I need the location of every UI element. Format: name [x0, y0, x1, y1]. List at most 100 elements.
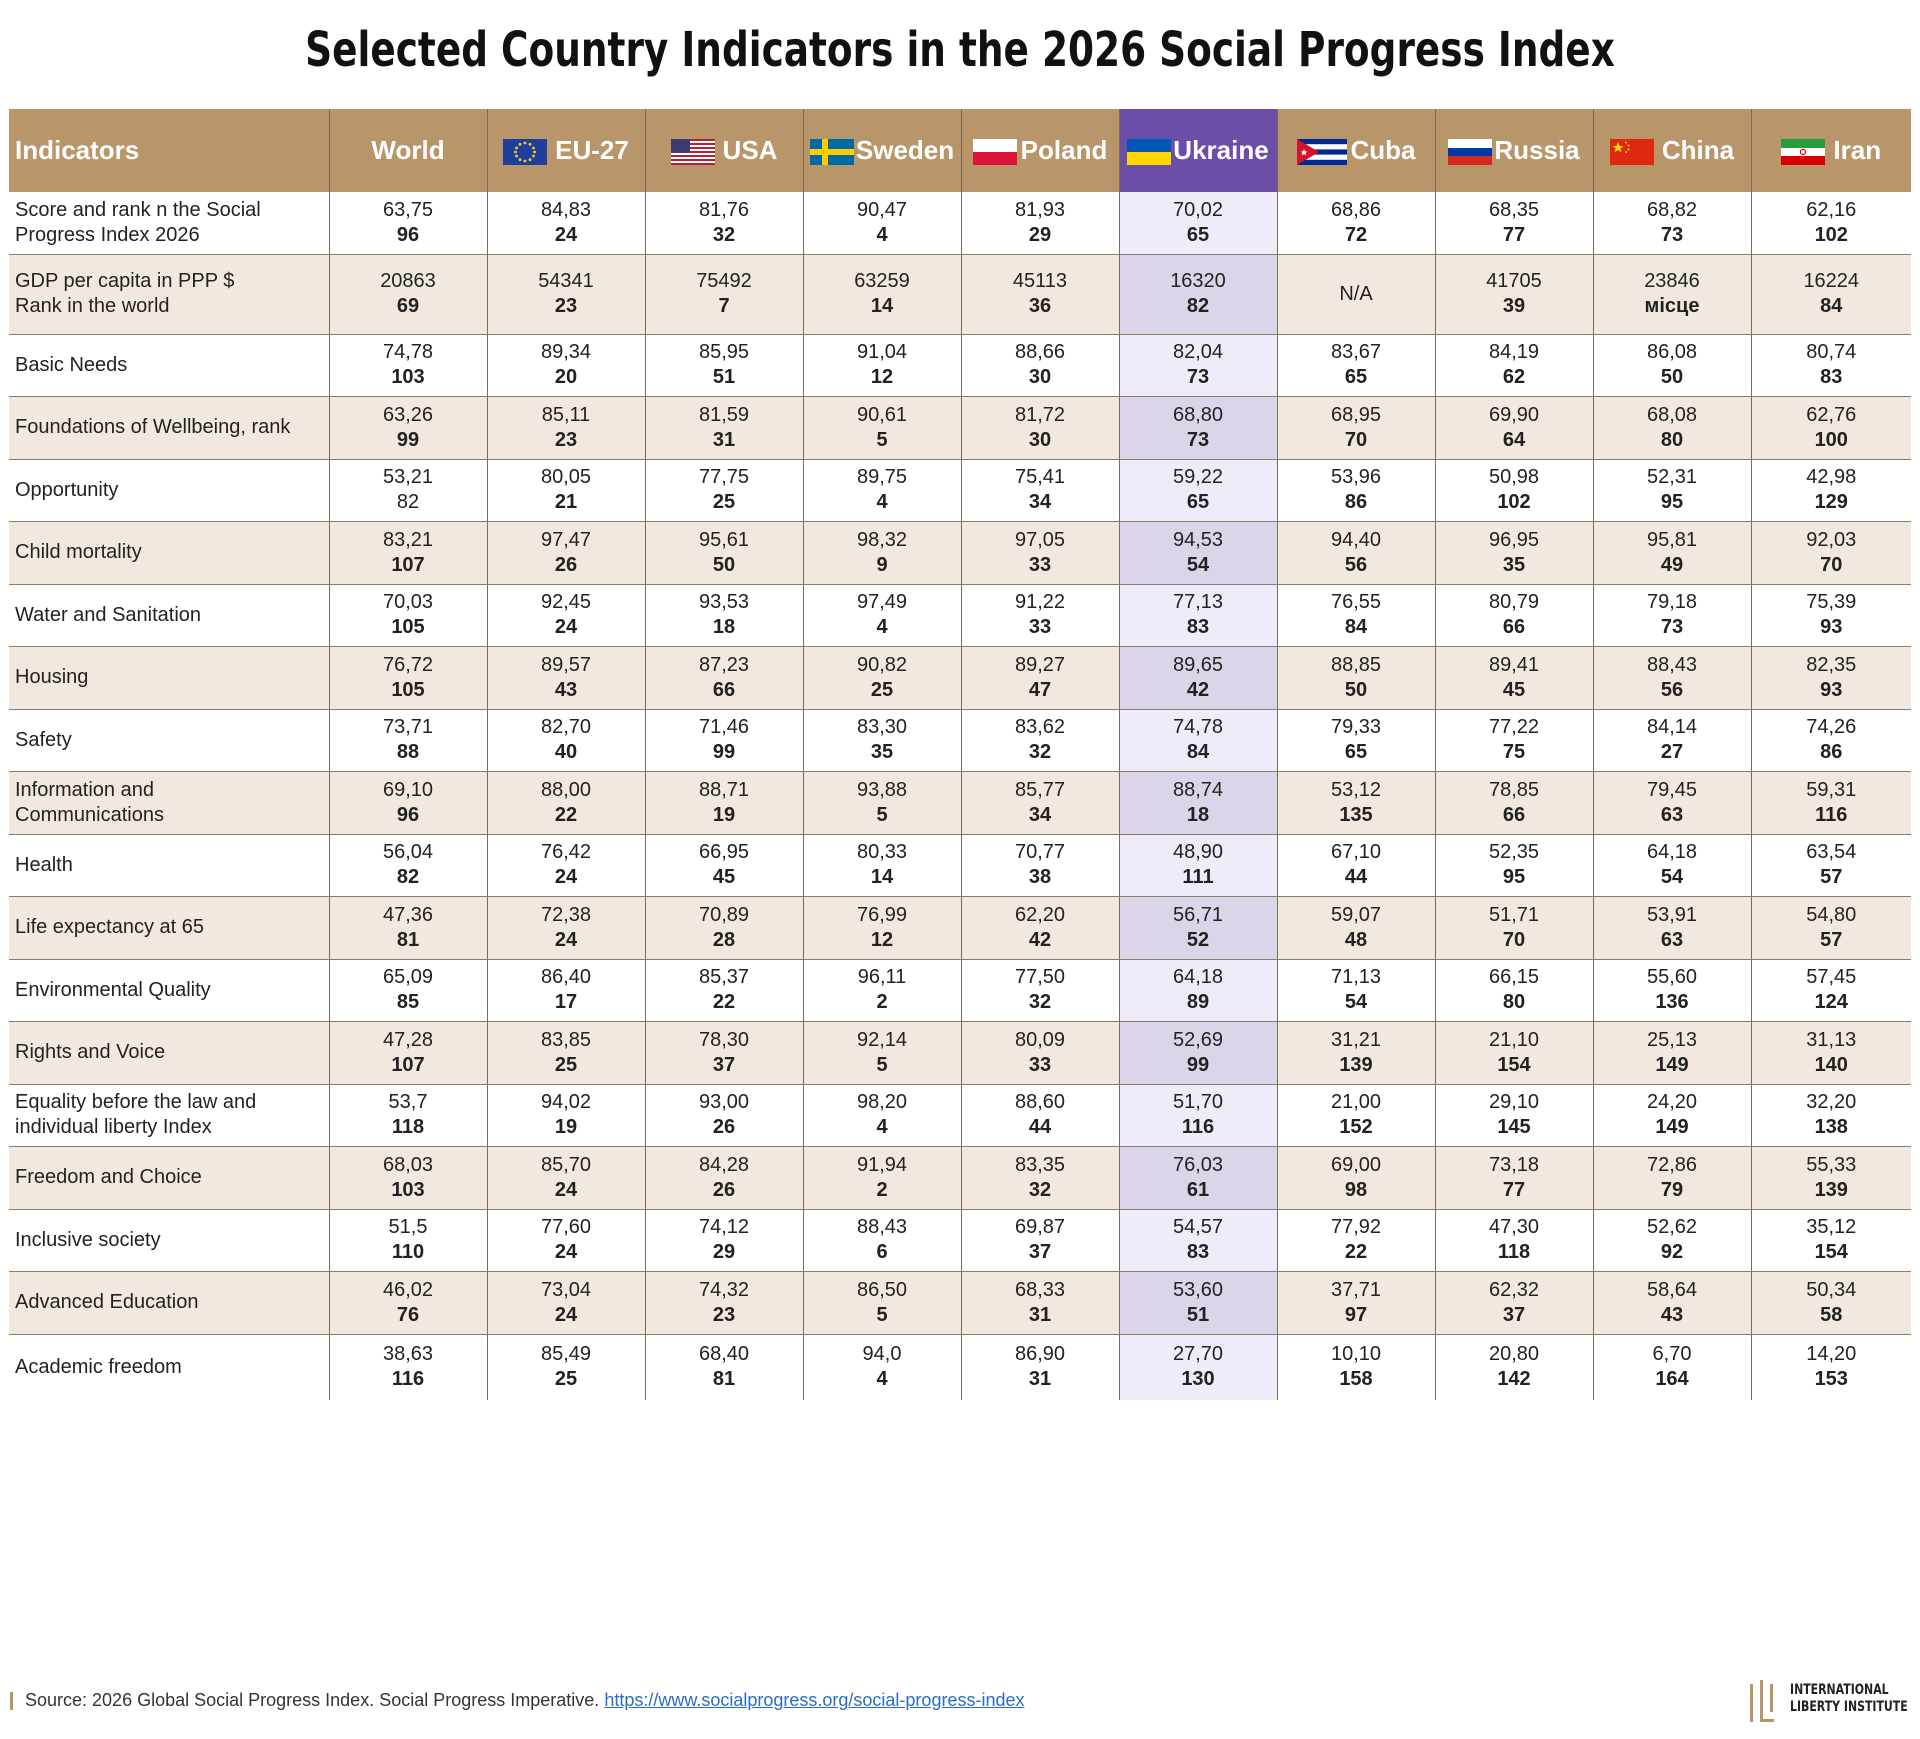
rank-value: 139 — [1339, 1053, 1373, 1076]
value-cell: 54341 23 — [486, 254, 645, 335]
score-value: 97,05 — [1014, 528, 1066, 551]
indicator-label-line: Rank in the world — [15, 295, 170, 317]
value-cell: 78,30 37 — [644, 1021, 803, 1085]
value-cell: 54,57 83 — [1118, 1209, 1277, 1272]
rank-value: 34 — [1028, 491, 1052, 513]
indicator-label-line: Environmental Quality — [15, 978, 211, 1001]
score-value: 68,08 — [1646, 403, 1698, 426]
score-value: 95,61 — [698, 528, 750, 551]
rank-value: 39 — [1502, 295, 1526, 317]
rank-value: 57 — [1820, 866, 1843, 888]
value-cell: 69,10 96 — [328, 771, 487, 835]
rank-value: 44 — [1028, 1116, 1052, 1138]
value-cell: 83,85 25 — [486, 1021, 645, 1085]
score-value: 88,00 — [540, 778, 592, 801]
rank-value: 12 — [870, 366, 894, 388]
score-value: 64,18 — [1646, 841, 1698, 863]
value-cell: 75,41 34 — [960, 459, 1119, 522]
source-link[interactable]: https://www.socialprogress.org/social-pr… — [604, 1690, 1025, 1710]
rank-value: 95 — [1660, 491, 1684, 513]
score-value: 90,61 — [856, 403, 908, 426]
score-value: 74,26 — [1806, 716, 1857, 738]
value-cell: 53,12 135 — [1276, 771, 1435, 835]
value-cell: 50,34 58 — [1750, 1271, 1911, 1335]
rank-value: 25 — [870, 678, 894, 701]
indicator-label-line: Foundations of Wellbeing, rank — [15, 416, 291, 438]
rank-value: 73 — [1660, 223, 1684, 246]
value-cell: 73,71 88 — [328, 709, 487, 772]
value-cell: 85,70 24 — [486, 1146, 645, 1210]
rank-value: 31 — [1028, 1303, 1052, 1326]
rank-value: 4 — [876, 1116, 888, 1138]
value-cell: 89,75 4 — [802, 459, 961, 522]
score-value: 51,70 — [1172, 1091, 1224, 1113]
column-header-iran-label: Iran — [1833, 135, 1882, 165]
score-value: 89,27 — [1014, 653, 1066, 676]
value-cell: 51,70 116 — [1118, 1084, 1277, 1147]
value-cell: 38,63 116 — [328, 1334, 487, 1400]
rank-value: 118 — [1497, 1241, 1531, 1263]
score-value: 88,60 — [1014, 1091, 1066, 1113]
rank-value: 54 — [1186, 553, 1210, 576]
rank-value: 103 — [391, 1178, 425, 1201]
score-value: 58,64 — [1646, 1278, 1698, 1301]
value-cell: 58,64 43 — [1592, 1271, 1751, 1335]
rank-value: 85 — [396, 991, 420, 1013]
value-cell: 79,18 73 — [1592, 584, 1751, 647]
score-value: 63,75 — [382, 198, 434, 221]
value-cell: 94,53 54 — [1118, 521, 1277, 585]
value-cell: 51,71 70 — [1434, 896, 1593, 960]
indicator-label: Life expectancy at 65 — [9, 896, 329, 960]
logo-line-1: INTERNATIONAL — [1790, 1682, 1889, 1698]
score-value: 68,33 — [1014, 1278, 1066, 1301]
rank-value: 61 — [1186, 1178, 1210, 1201]
score-value: 77,22 — [1488, 716, 1540, 738]
score-value: 16224 — [1803, 270, 1860, 292]
value-cell: 81,76 32 — [644, 192, 803, 255]
value-cell: 52,31 95 — [1592, 459, 1751, 522]
score-value: 46,02 — [382, 1278, 434, 1301]
score-value: 94,40 — [1330, 528, 1382, 551]
column-header-eu: EU-27 — [486, 109, 645, 192]
value-cell: 85,95 51 — [644, 334, 803, 397]
value-cell: 70,03 105 — [328, 584, 487, 647]
score-value: 75492 — [696, 270, 752, 292]
indicator-label-line: Life expectancy at 65 — [15, 916, 205, 938]
score-value: 53,91 — [1646, 903, 1698, 926]
value-cell: 85,49 25 — [486, 1334, 645, 1400]
score-value: 14,20 — [1806, 1343, 1857, 1366]
value-cell: 64,18 89 — [1118, 959, 1277, 1022]
score-value: 41705 — [1486, 270, 1542, 292]
indicators-table: Indicators World EU-27 — [9, 109, 1911, 1400]
score-value: 88,85 — [1330, 653, 1382, 676]
score-value: 94,0 — [862, 1343, 902, 1366]
score-value: 83,62 — [1014, 716, 1066, 738]
value-cell: 93,88 5 — [802, 771, 961, 835]
rank-value: 111 — [1182, 866, 1214, 888]
rank-value: 81 — [396, 928, 420, 951]
value-cell: 89,57 43 — [486, 646, 645, 710]
value-cell: 95,61 50 — [644, 521, 803, 585]
rank-value: 102 — [1497, 491, 1531, 513]
score-value: 6,70 — [1652, 1343, 1692, 1366]
table-row: Safety 73,71 88 82,70 40 71,46 99 83,30 35 83,62 3… — [9, 709, 1911, 772]
rank-value: 149 — [1655, 1116, 1689, 1138]
score-value: 56,04 — [382, 841, 434, 863]
score-value: 85,77 — [1014, 778, 1066, 801]
value-cell: 72,86 79 — [1592, 1146, 1751, 1210]
table-body: Score and rank n the Social Progress Inde… — [9, 192, 1911, 1400]
score-value: 83,21 — [382, 528, 434, 551]
value-cell: 76,55 84 — [1276, 584, 1435, 647]
score-value: 74,12 — [698, 1216, 750, 1238]
rank-value: 37 — [712, 1053, 736, 1076]
score-value: 53,21 — [382, 466, 434, 488]
score-value: 83,30 — [856, 716, 908, 738]
value-cell: 72,38 24 — [486, 896, 645, 960]
indicator-label-line: Advanced Education — [15, 1291, 199, 1313]
value-cell: 31,13 140 — [1750, 1021, 1911, 1085]
value-cell: 94,40 56 — [1276, 521, 1435, 585]
table-row: Housing 76,72 105 89,57 43 87,23 66 90,82 25 89,2… — [9, 646, 1911, 710]
score-value: 94,02 — [540, 1091, 592, 1113]
value-cell: 47,36 81 — [328, 896, 487, 960]
value-cell: 87,23 66 — [644, 646, 803, 710]
